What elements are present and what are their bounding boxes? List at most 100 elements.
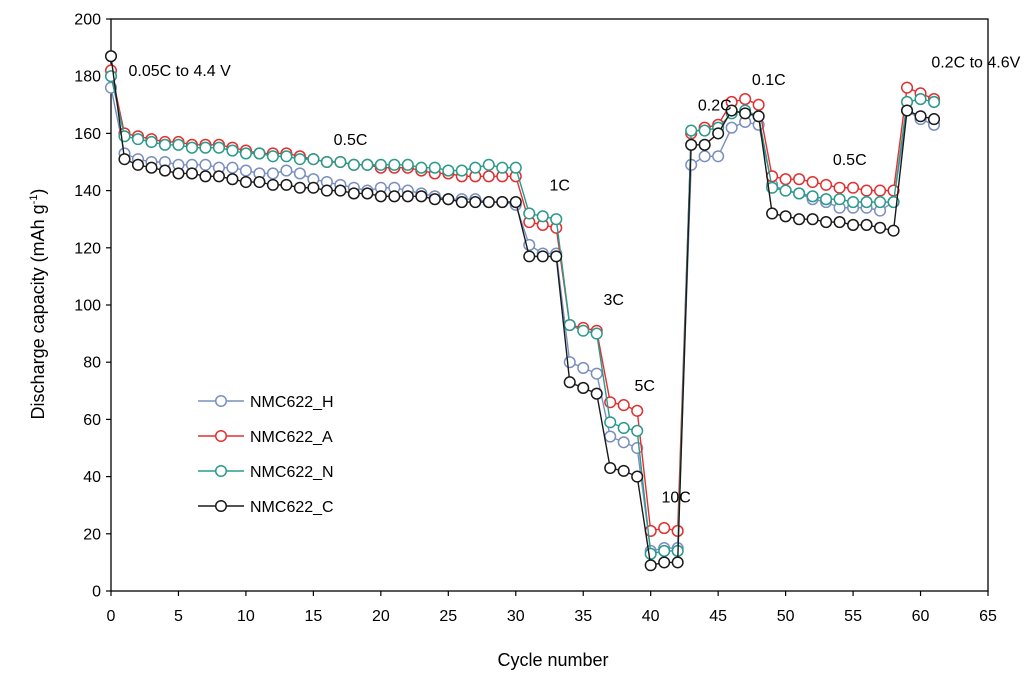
data-point (347, 158, 360, 171)
data-point (793, 173, 806, 186)
x-tick-label: 55 (844, 608, 862, 625)
data-point (833, 193, 846, 206)
legend-label: NMC622_A (250, 429, 333, 446)
data-point (617, 399, 630, 412)
data-point (415, 161, 428, 174)
legend-marker (214, 429, 228, 443)
data-point (307, 153, 320, 166)
data-point (482, 170, 495, 183)
data-point (712, 150, 725, 163)
legend-label: NMC622_N (250, 464, 334, 481)
legend-marker (214, 394, 228, 408)
data-point (698, 138, 711, 151)
x-tick-label: 65 (979, 608, 997, 625)
data-point (631, 424, 644, 437)
data-point (833, 181, 846, 194)
annotation-label: 5C (635, 378, 655, 395)
data-point (158, 138, 172, 151)
annotation-label: 0.2C (698, 98, 732, 115)
data-point (874, 184, 887, 197)
data-point (496, 161, 509, 174)
annotation-label: 0.5C (334, 132, 368, 149)
data-point (766, 207, 779, 220)
data-point (293, 181, 306, 194)
data-point (644, 547, 657, 560)
data-point (752, 98, 765, 111)
data-point (145, 161, 158, 174)
annotation-label: 10C (661, 489, 690, 506)
data-point (658, 556, 671, 569)
data-point (361, 158, 374, 171)
data-point (900, 104, 914, 117)
data-point (199, 158, 212, 171)
data-point (806, 190, 819, 203)
data-point (887, 184, 900, 197)
data-point (779, 173, 792, 186)
data-point (226, 144, 239, 157)
y-axis-title: Discharge capacity (mAh g-1) (28, 189, 48, 420)
data-point (145, 135, 158, 149)
data-point (631, 404, 644, 417)
data-point (820, 193, 833, 206)
data-point (280, 150, 293, 163)
series-nmc622-a (104, 64, 941, 537)
x-tick-label: 15 (304, 608, 322, 625)
data-point (550, 250, 563, 263)
data-point (158, 164, 172, 177)
data-point (361, 187, 374, 200)
data-point (118, 153, 131, 166)
legend-marker (214, 499, 228, 513)
data-point (752, 110, 765, 123)
data-point (401, 190, 414, 203)
data-point (509, 161, 522, 174)
data-point (280, 164, 293, 177)
data-point (280, 178, 293, 191)
y-tick-label: 100 (74, 298, 101, 315)
data-point (536, 210, 549, 223)
legend-marker (214, 464, 228, 478)
data-point (293, 153, 306, 166)
data-point (374, 158, 387, 171)
data-point (199, 141, 212, 154)
annotation-layer: 0.05C to 4.4 V 0.5C 1C 3C 5C 10C 0.2C 0.1C 0.5C 0… (129, 55, 1021, 507)
data-point (590, 367, 603, 380)
data-point (725, 121, 738, 134)
data-point (739, 93, 752, 106)
data-point (604, 416, 617, 429)
x-axis-title: Cycle number (497, 650, 608, 670)
data-point (779, 210, 792, 223)
data-point (469, 161, 482, 174)
x-tick-label: 40 (642, 608, 660, 625)
data-point (644, 559, 657, 572)
data-point (428, 193, 441, 206)
data-point (914, 93, 927, 106)
x-tick-label: 0 (107, 608, 116, 625)
data-point (496, 195, 509, 209)
data-point (469, 195, 482, 209)
data-point (563, 318, 576, 332)
data-point (577, 324, 590, 337)
data-point (442, 193, 455, 206)
data-point (536, 250, 549, 263)
annotation-label: 0.2C to 4.6V (931, 55, 1020, 72)
data-point (847, 195, 860, 209)
legend-item: NMC622_A (198, 429, 333, 446)
annotation-label: 0.5C (833, 152, 867, 169)
data-point (226, 161, 239, 174)
data-point (847, 181, 860, 194)
data-point (604, 430, 617, 443)
data-point (482, 158, 495, 171)
data-point (104, 50, 118, 63)
data-point (577, 381, 590, 394)
axes: 0 20 40 60 80 100 120 140 160 180 200 0 5 10 15 20 25 30 3… (74, 12, 997, 626)
y-tick-label: 20 (83, 526, 101, 543)
data-point (590, 387, 603, 400)
data-point (266, 178, 279, 191)
data-point (793, 187, 806, 200)
data-point (860, 184, 873, 197)
data-point (239, 175, 252, 189)
data-point (320, 155, 333, 169)
data-point (320, 184, 333, 197)
data-point (860, 218, 873, 231)
data-point (415, 190, 428, 203)
